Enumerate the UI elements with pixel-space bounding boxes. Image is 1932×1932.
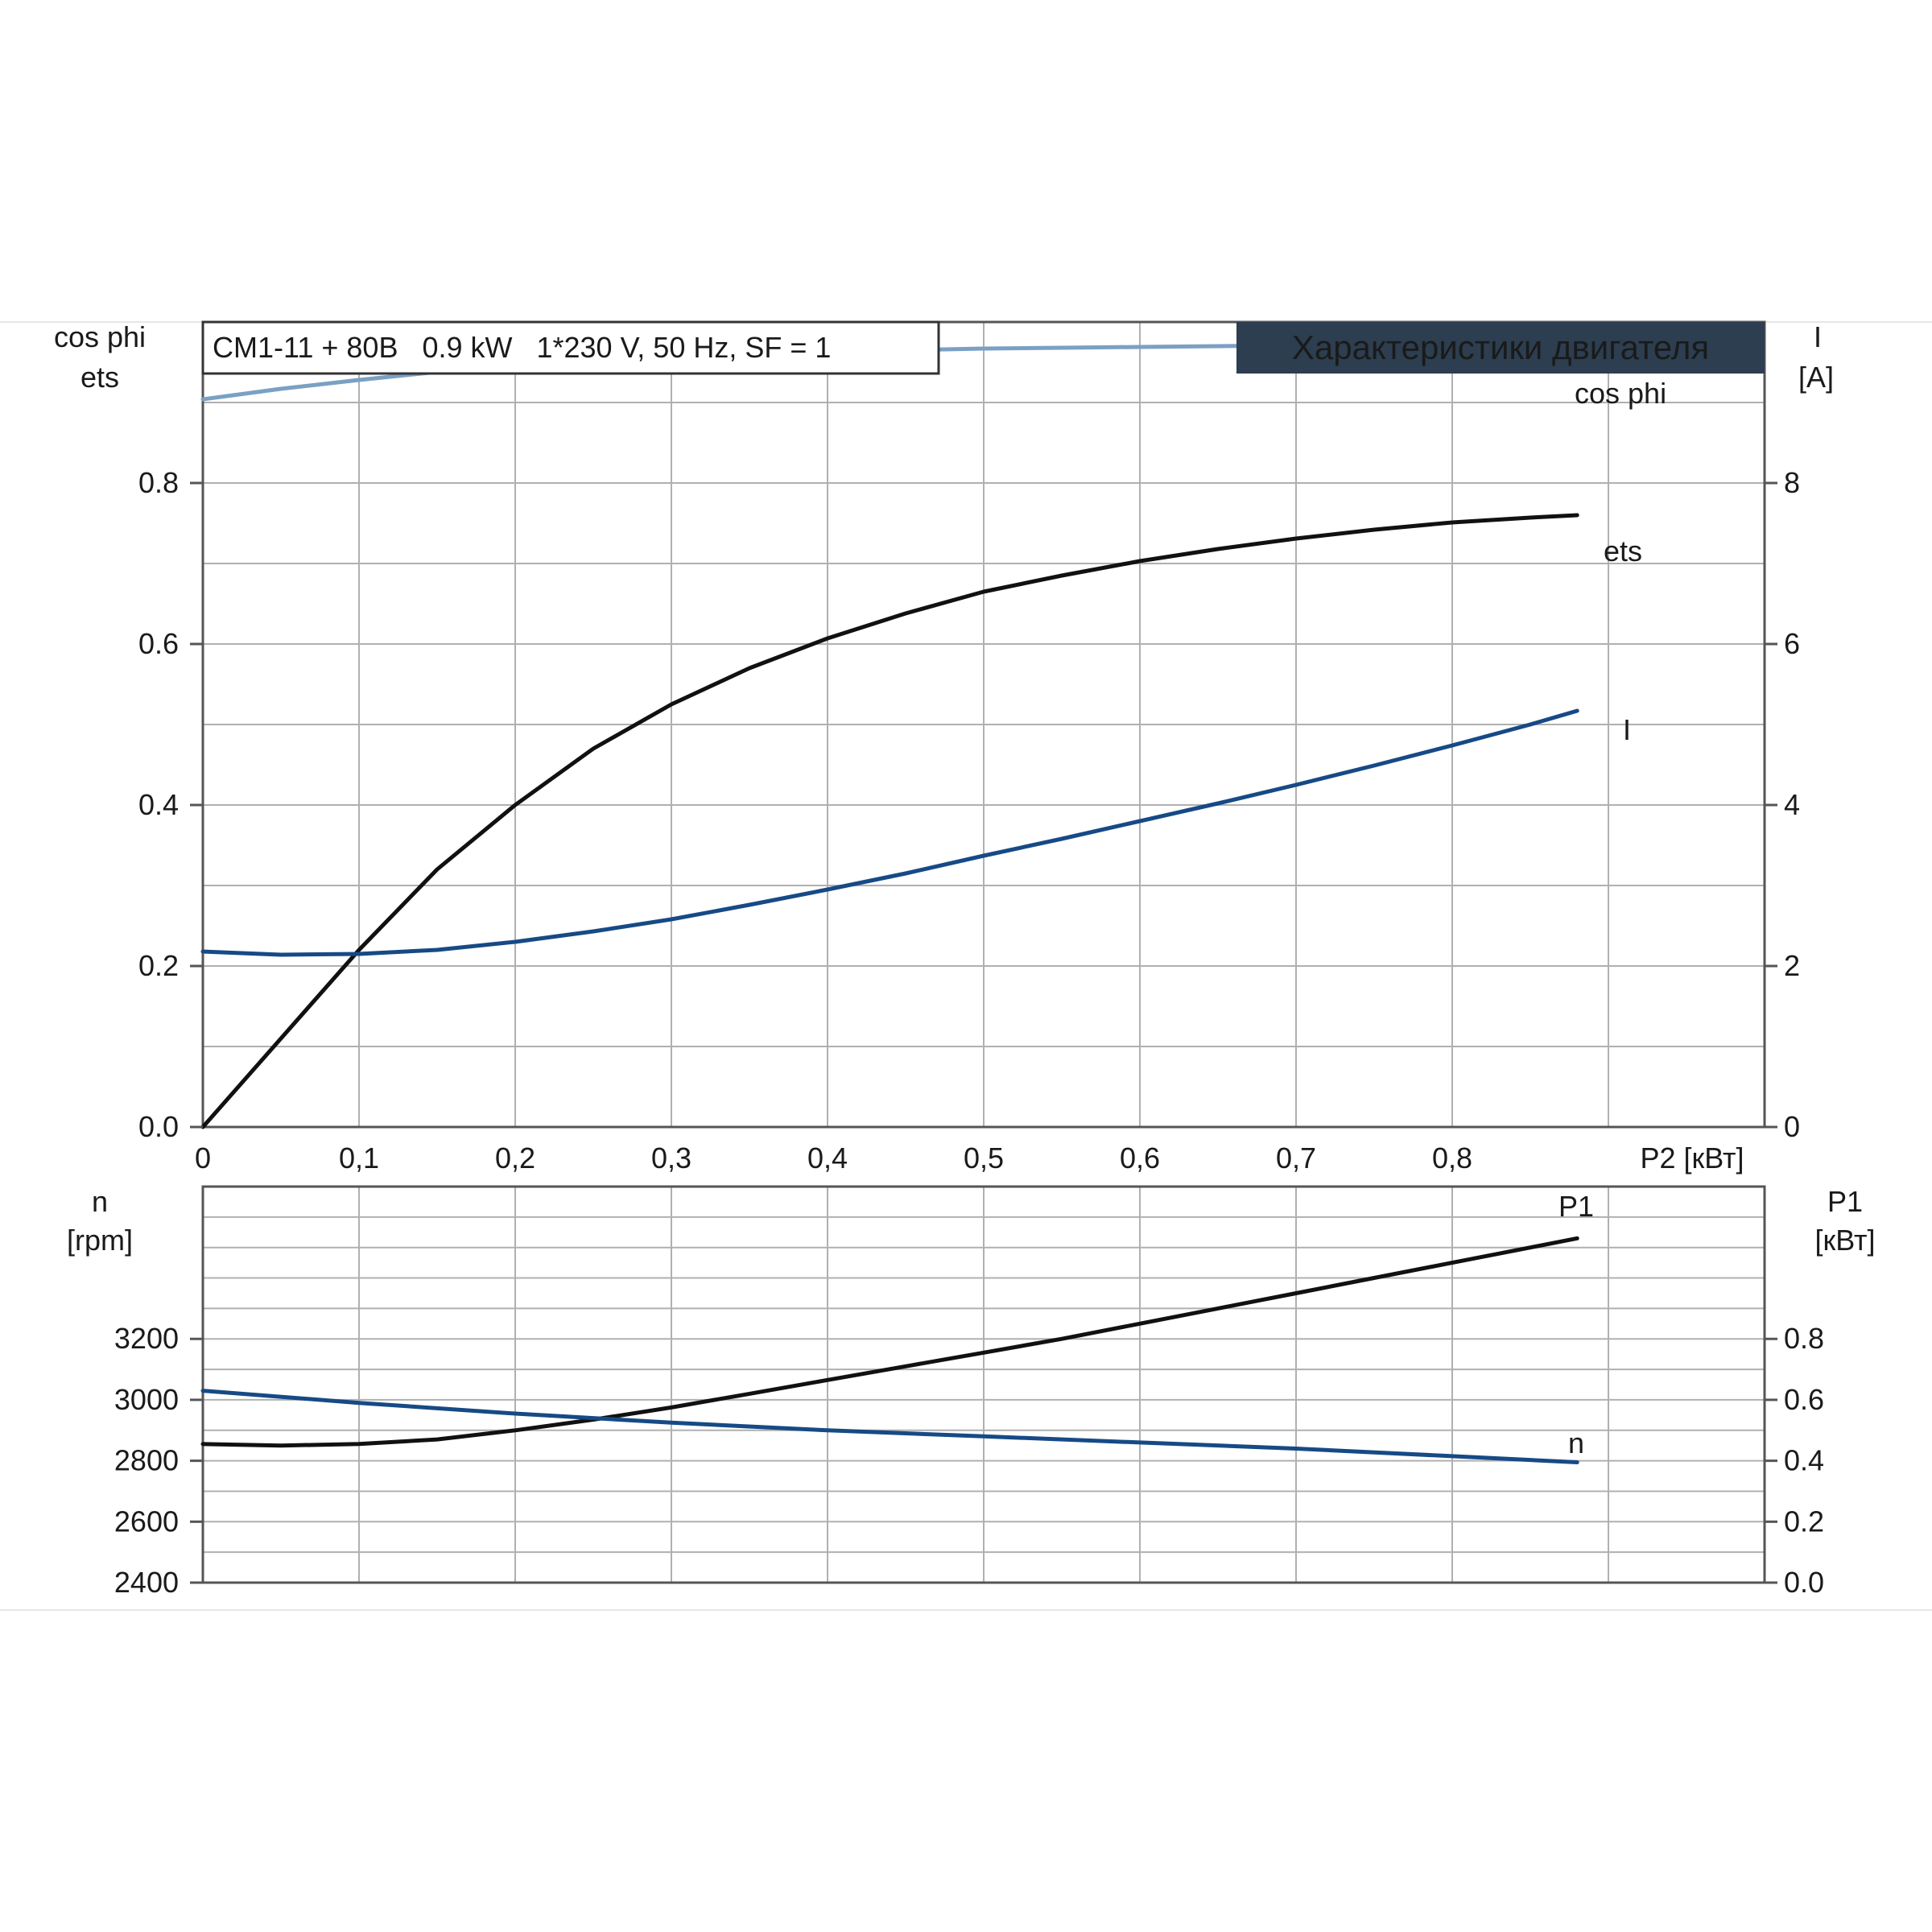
top-left-tick-label: 0.4 xyxy=(138,788,179,821)
bottom-left-axis-unit: [rpm] xyxy=(67,1224,133,1257)
bottom-right-axis-unit: [кВт] xyxy=(1814,1224,1875,1257)
series-line-p1 xyxy=(200,1236,1579,1448)
tick-labels: 0 0,1 0,2 0,3 0,4 0,5 0,6 0,7 0,8 0.0 0.2 0.4 0.6 0.8… xyxy=(114,466,1824,1599)
series-label-i: I xyxy=(1623,713,1631,746)
top-left-tick-label: 0.8 xyxy=(138,466,179,499)
top-left-tick-label: 0.2 xyxy=(138,949,179,982)
top-left-axis-label-ets: ets xyxy=(80,361,119,394)
bottom-left-tick-label: 2800 xyxy=(114,1444,179,1477)
x-tick-label: 0,4 xyxy=(807,1141,848,1174)
top-right-tick-label: 2 xyxy=(1784,949,1800,982)
x-tick-label: 0,5 xyxy=(964,1141,1004,1174)
motor-label: CM1-11 + 80B 0.9 kW 1*230 V, 50 Hz, SF =… xyxy=(213,331,831,364)
x-tick-label: 0,2 xyxy=(495,1141,535,1174)
x-tick-label: 0,7 xyxy=(1276,1141,1316,1174)
bottom-right-tick-label: 0.0 xyxy=(1784,1566,1824,1599)
x-axis-label: P2 [кВт] xyxy=(1640,1141,1744,1174)
x-tick-label: 0,1 xyxy=(339,1141,379,1174)
top-right-tick-label: 0 xyxy=(1784,1110,1800,1143)
series-line-n xyxy=(200,1389,1579,1464)
bottom-right-axis-label-p1: P1 xyxy=(1827,1185,1863,1218)
bottom-plot-frame xyxy=(201,1185,1766,1584)
bottom-panel-grid xyxy=(203,1187,1765,1583)
bottom-left-tick-label: 2600 xyxy=(114,1505,179,1538)
bottom-panel-series xyxy=(200,1236,1579,1464)
top-right-axis-label-i: I xyxy=(1814,320,1822,353)
bottom-right-tick-label: 0.8 xyxy=(1784,1322,1824,1355)
bottom-right-tick-label: 0.2 xyxy=(1784,1505,1824,1538)
x-tick-label: 0,3 xyxy=(651,1141,691,1174)
chart-title-box xyxy=(1236,322,1765,374)
top-right-tick-label: 6 xyxy=(1784,627,1800,660)
series-line-ets xyxy=(200,513,1579,1129)
bottom-left-tick-label: 2400 xyxy=(114,1566,179,1599)
series-label-ets: ets xyxy=(1604,535,1642,568)
top-right-tick-label: 4 xyxy=(1784,788,1800,821)
series-label-p1: P1 xyxy=(1558,1190,1594,1223)
top-plot-frame xyxy=(201,320,1766,1129)
bottom-right-tick-label: 0.4 xyxy=(1784,1444,1824,1477)
top-panel-grid xyxy=(203,321,1765,1127)
bottom-right-tick-label: 0.6 xyxy=(1784,1383,1824,1416)
bottom-left-tick-label: 3200 xyxy=(114,1322,179,1355)
x-tick-label: 0,6 xyxy=(1120,1141,1160,1174)
top-left-axis-label-cosphi: cos phi xyxy=(54,320,146,353)
x-tick-label: 0 xyxy=(195,1141,211,1174)
chart-title: Характеристики двигателя xyxy=(1292,328,1709,366)
series-label-cosphi: cos phi xyxy=(1575,377,1666,410)
top-left-tick-label: 0.6 xyxy=(138,627,179,660)
top-left-tick-label: 0.0 xyxy=(138,1110,179,1143)
bottom-left-tick-label: 3000 xyxy=(114,1383,179,1416)
series-label-n: n xyxy=(1568,1426,1584,1459)
top-right-tick-label: 8 xyxy=(1784,466,1800,499)
top-right-axis-unit: [A] xyxy=(1798,361,1834,394)
x-tick-label: 0,8 xyxy=(1432,1141,1472,1174)
series-line-i xyxy=(200,708,1579,957)
motor-label-box xyxy=(201,320,940,375)
bottom-left-axis-label-n: n xyxy=(92,1185,108,1218)
